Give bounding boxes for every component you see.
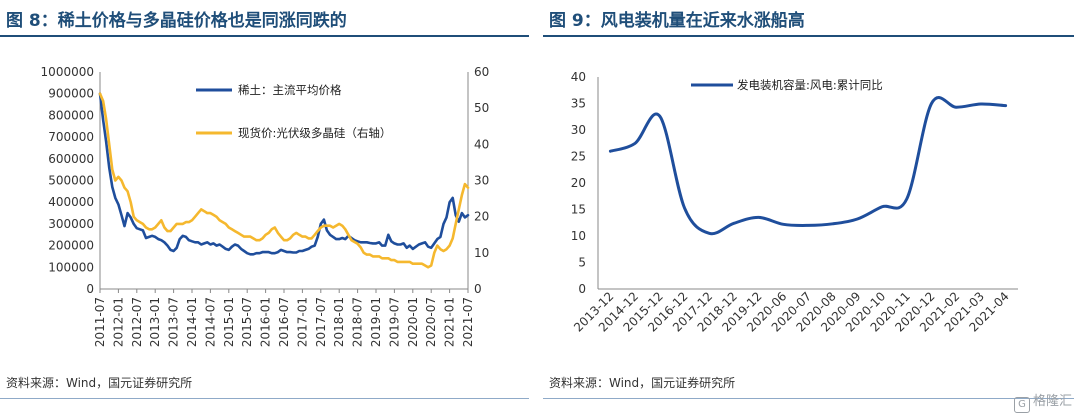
x-tick-label: 2015-01: [222, 297, 236, 347]
right-figure-panel: 图 9：风电装机量在近来水涨船高 0 5 10 15 20 25 30 35 40 2013-12…: [543, 0, 1080, 417]
rare-earth-polysilicon-chart: 0 100000 200000 300000 400000 500000 600000 700…: [41, 65, 490, 347]
right-y-tick-label: 60: [474, 65, 489, 79]
x-tick-label: 2015-07: [240, 297, 254, 347]
left-bottom-rule: [0, 398, 529, 399]
legend-label: 发电装机容量:风电:累计同比: [737, 78, 883, 92]
wind-capacity-chart: 05101520253035402013-122014-122015-12201…: [571, 70, 1018, 335]
x-tick-label: 2020-01: [406, 297, 420, 347]
left-y-tick-label: 1000000: [41, 65, 94, 79]
wind-capacity-yoy-line: [608, 96, 1008, 236]
right-y-tick-label: 0: [474, 282, 482, 296]
watermark-logo-icon: G: [1013, 397, 1030, 413]
x-tick-label: 2021-07: [461, 297, 475, 347]
x-tick-label: 2019-01: [369, 297, 383, 347]
x-tick-label: 2016-07: [277, 297, 291, 347]
polysilicon-price-line: [98, 92, 470, 269]
right-y-tick-label: 40: [474, 137, 489, 151]
legend-label: 稀土：主流平均价格: [238, 83, 342, 97]
x-tick-label: 2014-01: [185, 297, 199, 347]
y-tick-label: 40: [571, 70, 586, 84]
x-tick-label: 2014-07: [203, 297, 217, 347]
right-y-tick-label: 30: [474, 174, 489, 188]
x-tick-label: 2013-01: [148, 297, 162, 347]
left-y-tick-label: 500000: [48, 174, 94, 188]
right-y-tick-label: 20: [474, 210, 489, 224]
left-y-tick-label: 200000: [48, 239, 94, 253]
legend-label: 现货价:光伏级多晶硅（右轴）: [238, 126, 391, 140]
watermark-text: 格隆汇: [1032, 394, 1072, 409]
x-tick-label: 2018-07: [351, 297, 365, 347]
x-tick-label: 2021-01: [443, 297, 457, 347]
x-tick-label: 2011-07: [93, 297, 107, 347]
y-tick-label: 25: [571, 150, 586, 164]
y-tick-label: 15: [571, 203, 586, 217]
left-y-tick-label: 0: [86, 282, 94, 296]
left-y-tick-label: 800000: [48, 108, 94, 122]
y-tick-label: 0: [578, 282, 586, 296]
x-tick-label: 2020-07: [424, 297, 438, 347]
right-figure-title: 图 9：风电装机量在近来水涨船高: [549, 11, 805, 31]
x-tick-label: 2016-01: [259, 297, 273, 347]
x-tick-label: 2019-07: [387, 297, 401, 347]
right-y-tick-label: 10: [474, 246, 489, 260]
x-tick-label: 2012-07: [130, 297, 144, 347]
rare-earth-price-line: [98, 92, 470, 256]
x-tick-label: 2012-01: [111, 297, 125, 347]
watermark: G 格隆汇: [1013, 390, 1072, 413]
left-y-tick-label: 400000: [48, 195, 94, 209]
right-y-tick-label: 50: [474, 101, 489, 115]
left-source-note: 资料来源：Wind，国元证券研究所: [6, 376, 193, 390]
left-y-tick-label: 600000: [48, 152, 94, 166]
left-figure-panel: 图 8：稀土价格与多晶硅价格也是同涨同跌的 0 100000 200000 30000…: [0, 0, 535, 417]
left-title-rule: [0, 35, 529, 37]
left-figure-title: 图 8：稀土价格与多晶硅价格也是同涨同跌的: [6, 11, 347, 31]
left-y-tick-label: 100000: [48, 260, 94, 274]
right-source-note: 资料来源：Wind，国元证券研究所: [549, 376, 736, 390]
x-tick-label: 2018-01: [332, 297, 346, 347]
y-tick-label: 10: [571, 229, 586, 243]
right-bottom-rule: [543, 398, 1074, 399]
y-tick-label: 35: [571, 97, 586, 111]
x-tick-label: 2013-07: [167, 297, 181, 347]
right-title-rule: [543, 35, 1074, 37]
x-tick-label: 2017-01: [295, 297, 309, 347]
x-tick-label: 2017-07: [314, 297, 328, 347]
left-y-tick-label: 300000: [48, 217, 94, 231]
y-tick-label: 30: [571, 123, 586, 137]
y-tick-label: 20: [571, 176, 586, 190]
left-y-tick-label: 900000: [48, 87, 94, 101]
y-tick-label: 5: [578, 256, 586, 270]
left-y-tick-label: 700000: [48, 130, 94, 144]
